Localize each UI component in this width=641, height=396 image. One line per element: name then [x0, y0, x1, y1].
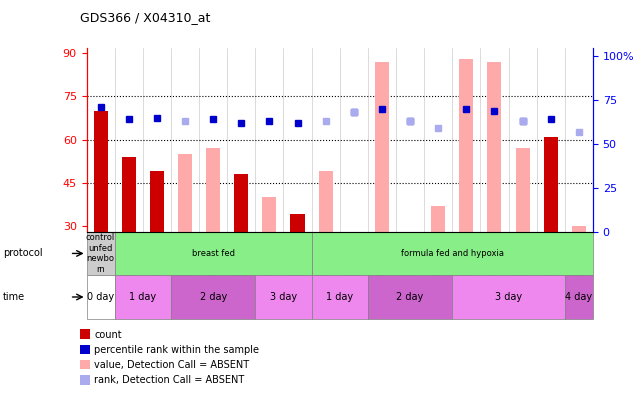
Text: control
unfed
newbo
rn: control unfed newbo rn: [86, 233, 115, 274]
Text: 1 day: 1 day: [129, 292, 156, 302]
Bar: [368, 275, 453, 319]
Bar: [115, 275, 171, 319]
Text: 0 day: 0 day: [87, 292, 114, 302]
Text: formula fed and hypoxia: formula fed and hypoxia: [401, 249, 504, 258]
Text: 2 day: 2 day: [199, 292, 227, 302]
Text: time: time: [3, 292, 26, 302]
Bar: [94, 111, 108, 232]
Bar: [87, 232, 115, 275]
Text: 3 day: 3 day: [270, 292, 297, 302]
Text: 4 day: 4 day: [565, 292, 592, 302]
Bar: [115, 232, 312, 275]
Bar: [544, 137, 558, 232]
Bar: [312, 232, 593, 275]
Bar: [262, 197, 276, 232]
Text: GDS366 / X04310_at: GDS366 / X04310_at: [80, 11, 210, 24]
Bar: [453, 275, 565, 319]
Text: percentile rank within the sample: percentile rank within the sample: [94, 345, 259, 355]
Text: 2 day: 2 day: [396, 292, 424, 302]
Bar: [565, 275, 593, 319]
Bar: [255, 275, 312, 319]
Text: breast fed: breast fed: [192, 249, 235, 258]
Bar: [234, 174, 248, 232]
Bar: [375, 62, 389, 232]
Text: count: count: [94, 329, 122, 340]
Bar: [312, 275, 368, 319]
Bar: [515, 148, 529, 232]
Bar: [290, 214, 304, 232]
Bar: [487, 62, 501, 232]
Bar: [460, 59, 473, 232]
Text: value, Detection Call = ABSENT: value, Detection Call = ABSENT: [94, 360, 249, 370]
Text: 1 day: 1 day: [326, 292, 353, 302]
Bar: [87, 275, 115, 319]
Bar: [572, 226, 586, 232]
Text: rank, Detection Call = ABSENT: rank, Detection Call = ABSENT: [94, 375, 244, 385]
Bar: [431, 206, 445, 232]
Text: 3 day: 3 day: [495, 292, 522, 302]
Bar: [171, 275, 255, 319]
Bar: [178, 154, 192, 232]
Bar: [150, 171, 164, 232]
Bar: [319, 171, 333, 232]
Bar: [206, 148, 220, 232]
Text: protocol: protocol: [3, 248, 43, 259]
Bar: [122, 157, 136, 232]
